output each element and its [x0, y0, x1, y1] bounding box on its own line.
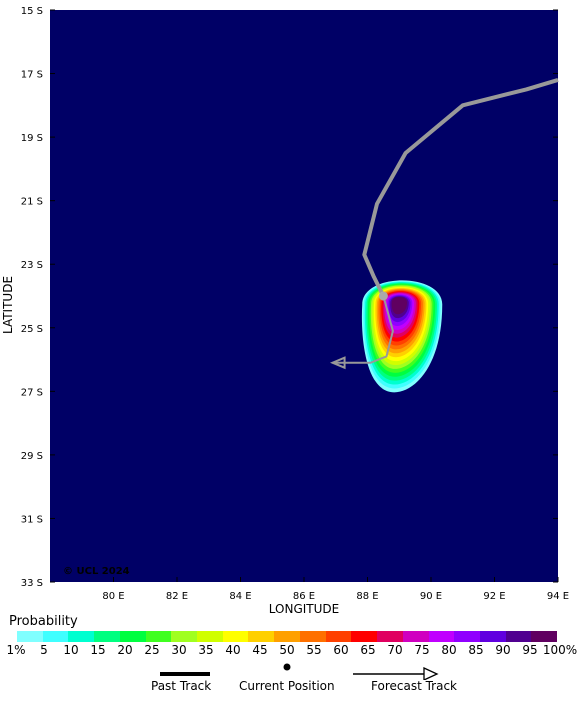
probability-field: [361, 280, 443, 393]
colorbar-level-label: 60: [333, 643, 349, 657]
colorbar-level-label: 55: [306, 643, 322, 657]
copyright-watermark: © UCL 2024: [63, 566, 130, 577]
colorbar-swatch: [299, 631, 326, 642]
colorbar-swatch: [42, 631, 69, 642]
colorbar-level-label: 25: [144, 643, 160, 657]
x-axis-title: LONGITUDE: [269, 602, 339, 616]
colorbar-swatch: [325, 631, 352, 642]
colorbar-swatch: [377, 631, 403, 642]
colorbar-swatch: [119, 631, 146, 642]
colorbar-level-label: 1%: [6, 643, 26, 657]
colorbar-swatch: [197, 631, 223, 642]
colorbar-swatch: [402, 631, 429, 642]
y-axis-title: LATITUDE: [1, 276, 15, 334]
colorbar-swatch: [68, 631, 95, 642]
colorbar-level-label: 90: [495, 643, 511, 657]
lon-tick-label: 90 E: [420, 591, 442, 602]
colorbar-level-label: 5: [40, 643, 48, 657]
colorbar-swatch: [505, 631, 532, 642]
colorbar-swatch: [17, 631, 43, 642]
lon-tick-label: 92 E: [483, 591, 505, 602]
colorbar-level-label: 45: [252, 643, 268, 657]
lat-tick-label: 19 S: [21, 133, 43, 144]
map-plot-area: [50, 10, 558, 582]
lat-tick-label: 33 S: [21, 578, 43, 589]
lon-tick-label: 86 E: [293, 591, 315, 602]
lon-tick-label: 80 E: [102, 591, 124, 602]
lat-tick-label: 25 S: [21, 324, 43, 335]
colorbar-level-label: 40: [225, 643, 241, 657]
forecast-track-legend-label: Forecast Track: [371, 679, 457, 693]
current-position-marker: [378, 291, 388, 301]
probability-colorbar: [17, 631, 558, 642]
colorbar-level-label: 20: [117, 643, 133, 657]
lon-tick-label: 84 E: [229, 591, 251, 602]
colorbar-swatch: [428, 631, 455, 642]
track-legend-symbols: [160, 663, 439, 680]
past-track-legend-label: Past Track: [151, 679, 212, 693]
colorbar-swatch: [248, 631, 275, 642]
lat-tick-label: 17 S: [21, 70, 43, 81]
colorbar-swatch: [94, 631, 120, 642]
colorbar-labels: 1% 5 10 15 20 25 30 35 40 45 50 55 60 65 70 75 80 85 90 95 1…: [0, 643, 580, 659]
colorbar-swatch: [351, 631, 378, 642]
past-track-line: [362, 77, 559, 297]
lat-tick-label: 27 S: [21, 387, 43, 398]
lat-tick-label: 15 S: [21, 6, 43, 17]
lat-tick-label: 21 S: [21, 197, 43, 208]
current-position-legend-dot: [283, 663, 291, 671]
colorbar-swatch: [479, 631, 506, 642]
colorbar-level-label: 80: [441, 643, 457, 657]
colorbar-swatch: [222, 631, 249, 642]
forecast-arrowhead: [329, 356, 346, 370]
colorbar-level-label: 15: [90, 643, 106, 657]
lat-tick-label: 31 S: [21, 514, 43, 525]
forecast-track-legend-arrow: [423, 666, 439, 680]
colorbar-swatch: [145, 631, 172, 642]
colorbar-level-label: 10: [63, 643, 79, 657]
forecast-track-line: [332, 295, 394, 364]
colorbar-level-label: 75: [414, 643, 430, 657]
colorbar-level-label: 85: [468, 643, 484, 657]
lat-tick-label: 29 S: [21, 451, 43, 462]
colorbar-level-label: 30: [171, 643, 187, 657]
colorbar-level-label: 50: [279, 643, 295, 657]
colorbar-swatch: [454, 631, 480, 642]
colorbar-level-label: 70: [387, 643, 403, 657]
lat-tick-label: 23 S: [21, 260, 43, 271]
probability-contour-band: [391, 297, 408, 315]
axis-ticks: 80 E 82 E 84 E 86 E 88 E 90 E 92 E 94 E 15 S 17 S…: [21, 6, 569, 602]
colorbar-level-label: 100%: [542, 643, 578, 657]
colorbar-swatch: [171, 631, 198, 642]
current-position-legend-label: Current Position: [239, 679, 335, 693]
lon-tick-label: 94 E: [547, 591, 569, 602]
probability-legend-title: Probability: [9, 614, 78, 629]
colorbar-swatch: [274, 631, 300, 642]
lon-tick-label: 82 E: [166, 591, 188, 602]
colorbar-level-label: 65: [360, 643, 376, 657]
colorbar-level-label: 35: [198, 643, 214, 657]
colorbar-level-label: 95: [522, 643, 538, 657]
colorbar-swatch: [531, 631, 558, 642]
lon-tick-label: 88 E: [356, 591, 378, 602]
